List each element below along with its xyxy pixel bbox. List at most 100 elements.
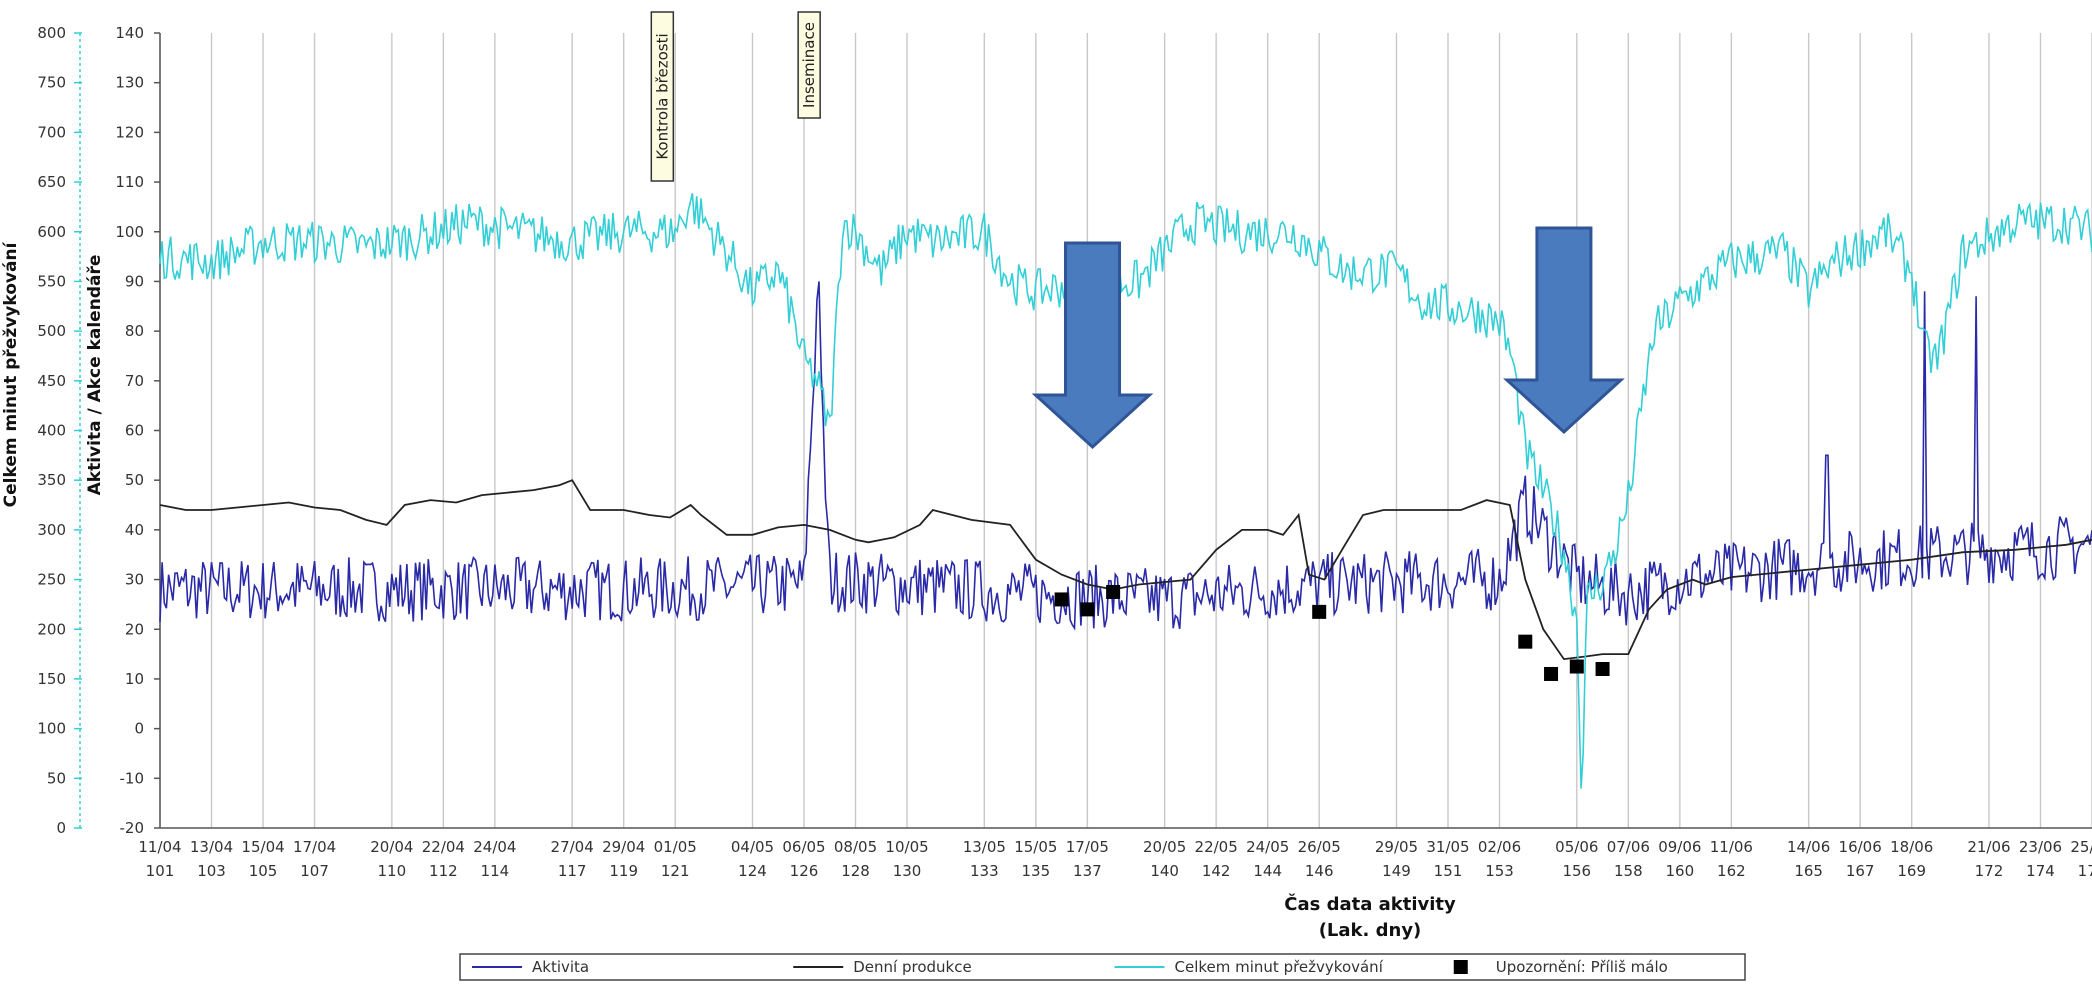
x-tick-day: 128	[841, 862, 870, 880]
x-tick-date: 11/06	[1710, 838, 1753, 856]
y-left-tick-label: 200	[37, 620, 66, 638]
y-right-tick-label: 80	[125, 322, 144, 340]
x-tick-day: 133	[970, 862, 999, 880]
x-tick-date: 16/06	[1839, 838, 1882, 856]
x-tick-date: 24/04	[473, 838, 516, 856]
annotation-text: Kontrola březosti	[653, 33, 671, 159]
x-tick-day: 172	[1975, 862, 2004, 880]
y-left-tick-label: 0	[56, 819, 66, 837]
x-tick-day: 101	[146, 862, 175, 880]
annotation-text: Inseminace	[800, 22, 818, 108]
x-tick-day: 112	[429, 862, 458, 880]
x-tick-day: 146	[1305, 862, 1334, 880]
x-axis-sublabel: (Lak. dny)	[1319, 920, 1422, 941]
y-left-tick-label: 650	[37, 173, 66, 191]
x-tick-date: 25/06	[2070, 838, 2092, 856]
legend-label: Denní produkce	[853, 958, 971, 976]
x-tick-date: 09/06	[1658, 838, 1701, 856]
y-right-tick-label: 110	[115, 173, 144, 191]
alert-marker	[1106, 584, 1121, 599]
legend-label: Upozornění: Příliš málo	[1496, 958, 1668, 976]
x-tick-day: 151	[1434, 862, 1463, 880]
alert-marker	[1595, 662, 1610, 676]
alert-marker	[1518, 634, 1533, 649]
x-tick-date: 20/04	[370, 838, 413, 856]
x-tick-date: 10/05	[885, 838, 928, 856]
y-right-tick-label: 60	[125, 422, 144, 440]
x-tick-day: 114	[481, 862, 510, 880]
y-right-tick-label: 40	[125, 521, 144, 539]
y-left-tick-label: 500	[37, 322, 66, 340]
y-right-tick-label: 0	[134, 720, 144, 738]
x-tick-day: 119	[609, 862, 638, 880]
y-right-tick-label: 140	[115, 24, 144, 42]
x-tick-date: 22/04	[422, 838, 465, 856]
x-tick-date: 13/04	[190, 838, 233, 856]
x-tick-day: 110	[378, 862, 407, 880]
x-tick-date: 29/05	[1375, 838, 1418, 856]
y-left-tick-label: 300	[37, 521, 66, 539]
x-tick-day: 107	[300, 862, 329, 880]
x-tick-day: 105	[249, 862, 278, 880]
legend-label: Celkem minut přežvykování	[1175, 958, 1384, 976]
y-right-tick-label: 120	[115, 123, 144, 141]
y-left-tick-label: 150	[37, 670, 66, 688]
x-tick-date: 24/05	[1246, 838, 1289, 856]
legend-box	[459, 953, 1746, 981]
series-line-1	[159, 479, 2092, 661]
x-tick-day: 167	[1846, 862, 1875, 880]
annotation-1: Inseminace	[797, 11, 821, 119]
alert-marker	[1080, 602, 1095, 617]
x-tick-date: 17/04	[293, 838, 336, 856]
x-tick-day: 140	[1150, 862, 1179, 880]
alert-marker	[1544, 666, 1559, 681]
x-tick-day: 144	[1253, 862, 1282, 880]
x-tick-date: 15/04	[241, 838, 284, 856]
y-left-tick-label: 450	[37, 372, 66, 390]
alert-marker	[1312, 604, 1327, 619]
x-axis-label: Čas data aktivity	[1284, 893, 1456, 915]
x-tick-day: 174	[2026, 862, 2055, 880]
y-left-tick-label: 700	[37, 123, 66, 141]
x-tick-date: 31/05	[1426, 838, 1469, 856]
annotation-box	[650, 11, 675, 182]
x-tick-date: 29/04	[602, 838, 645, 856]
y-right-tick-label: 70	[125, 372, 144, 390]
y-right-tick-label: 100	[115, 223, 144, 241]
x-tick-date: 02/06	[1478, 838, 1521, 856]
y-right-tick-label: 90	[125, 272, 144, 290]
x-tick-date: 18/06	[1890, 838, 1933, 856]
alert-marker	[1054, 592, 1069, 607]
y-left-tick-label: 600	[37, 223, 66, 241]
annotation-0: Kontrola březosti	[650, 11, 675, 182]
x-tick-date: 01/05	[654, 838, 697, 856]
y-right-tick-label: -20	[120, 819, 145, 837]
y-left-tick-label: 50	[47, 769, 66, 787]
x-tick-day: 158	[1614, 862, 1643, 880]
x-tick-day: 137	[1073, 862, 1102, 880]
legend: Aktivita Denní produkce Celkem minut přežv…	[459, 953, 1746, 981]
y-right-tick-label: 20	[125, 620, 144, 638]
y-left-tick-label: 550	[37, 272, 66, 290]
x-tick-date: 06/05	[782, 838, 825, 856]
legend-label: Aktivita	[532, 958, 589, 976]
alert-marker	[1569, 659, 1584, 674]
x-tick-day: 124	[738, 862, 767, 880]
x-tick-day: 165	[1794, 862, 1823, 880]
annotation-box	[797, 11, 821, 119]
x-tick-date: 21/06	[1967, 838, 2010, 856]
x-tick-day: 162	[1717, 862, 1746, 880]
y-left-tick-label: 800	[37, 24, 66, 42]
y-left-tick-label: 100	[37, 720, 66, 738]
x-tick-date: 07/06	[1607, 838, 1650, 856]
callout-arrow	[1503, 226, 1625, 435]
y-left-tick-label: 250	[37, 571, 66, 589]
x-tick-date: 26/05	[1298, 838, 1341, 856]
y-right-tick-label: 10	[125, 670, 144, 688]
x-tick-date: 14/06	[1787, 838, 1830, 856]
x-tick-day: 169	[1897, 862, 1926, 880]
y-axis-left-label: Celkem minut přežvykování	[1, 241, 21, 507]
x-tick-date: 23/06	[2019, 838, 2062, 856]
